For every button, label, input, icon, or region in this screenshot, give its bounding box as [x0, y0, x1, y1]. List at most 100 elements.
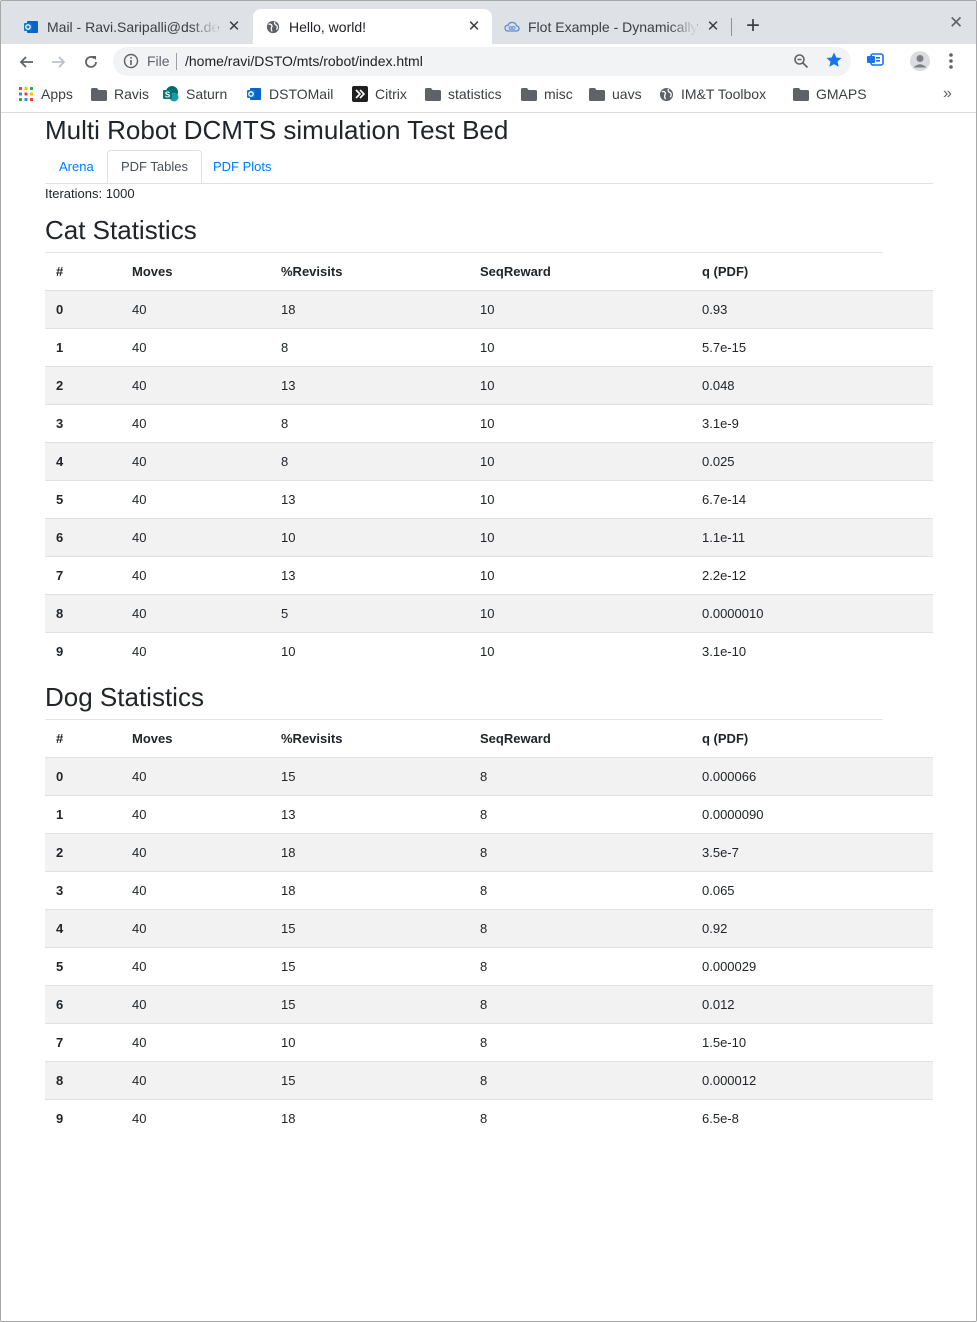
table-row: 3 40 8 10 3.1e-9	[45, 404, 933, 443]
tab-arena[interactable]: Arena	[59, 159, 94, 174]
bookmark-ravis[interactable]: Ravis	[91, 86, 149, 102]
close-icon[interactable]: ✕	[227, 17, 241, 35]
table-cell: 18	[270, 871, 469, 910]
table-row: 8 40 15 8 0.000012	[45, 1061, 933, 1100]
tab-title: Mail - Ravi.Saripalli@dst.de	[47, 18, 220, 35]
table-row: 4 40 8 10 0.025	[45, 442, 933, 481]
outlook-icon	[23, 19, 39, 35]
table-row: 0 40 18 10 0.93	[45, 290, 933, 329]
row-index-cell: 5	[45, 480, 121, 519]
column-header: SeqReward	[469, 720, 691, 758]
row-index-cell: 2	[45, 833, 121, 872]
tab-mail[interactable]: Mail - Ravi.Saripalli@dst.de ✕	[1, 9, 252, 44]
zoom-icon[interactable]	[793, 53, 809, 74]
table-cell: 3.1e-10	[691, 632, 933, 670]
table-cell: 10	[469, 404, 691, 443]
window-close-button[interactable]: ✕	[949, 13, 964, 32]
bookmark-saturn[interactable]: S Saturn	[163, 86, 227, 102]
table-cell: 15	[270, 947, 469, 986]
table-row: 7 40 10 8 1.5e-10	[45, 1023, 933, 1062]
table-cell: 40	[121, 795, 270, 834]
table-row: 0 40 15 8 0.000066	[45, 757, 933, 796]
info-icon[interactable]	[123, 53, 139, 74]
bookmark-label: Saturn	[186, 86, 228, 102]
row-index-cell: 2	[45, 366, 121, 405]
table-cell: 40	[121, 1061, 270, 1100]
table-cell: 18	[270, 833, 469, 872]
tab-pdf-plots[interactable]: PDF Plots	[213, 159, 272, 174]
table-cell: 10	[270, 1023, 469, 1062]
bookmark-apps[interactable]: Apps	[18, 86, 73, 102]
table-cell: 40	[121, 871, 270, 910]
table-cell: 15	[270, 1061, 469, 1100]
bookmark-misc[interactable]: misc	[521, 86, 573, 102]
forward-button[interactable]	[48, 51, 70, 73]
url-text[interactable]: /home/ravi/DSTO/mts/robot/index.html	[185, 53, 423, 69]
row-index-cell: 5	[45, 947, 121, 986]
row-index-cell: 8	[45, 594, 121, 633]
table-cell: 15	[270, 909, 469, 948]
apps-grid-icon	[18, 86, 34, 102]
table-cell: 8	[270, 404, 469, 443]
table-cell: 40	[121, 290, 270, 329]
column-header: Moves	[121, 720, 270, 758]
bookmark-citrix[interactable]: Citrix	[352, 86, 407, 102]
sharepoint-icon: S	[163, 86, 179, 102]
bookmark-statistics[interactable]: statistics	[425, 86, 502, 102]
table-cell: 40	[121, 909, 270, 948]
table-cell: 15	[270, 985, 469, 1024]
close-icon[interactable]: ✕	[467, 17, 481, 35]
table-cell: 10	[270, 632, 469, 670]
table-cell: 0.000029	[691, 947, 933, 986]
citrix-icon	[352, 86, 368, 102]
bookmark-star-icon[interactable]	[825, 51, 843, 74]
table-cell: 0.000066	[691, 757, 933, 796]
bookmark-imt-toolbox[interactable]: IM&T Toolbox	[658, 86, 766, 102]
table-cell: 8	[469, 1023, 691, 1062]
table-cell: 18	[270, 1099, 469, 1137]
table-row: 2 40 13 10 0.048	[45, 366, 933, 405]
profile-avatar-icon[interactable]	[909, 50, 931, 77]
bookmark-gmaps[interactable]: GMAPS	[793, 86, 867, 102]
table-cell: 40	[121, 404, 270, 443]
folder-icon	[589, 86, 605, 102]
address-bar[interactable]: File /home/ravi/DSTO/mts/robot/index.htm…	[113, 47, 851, 76]
close-icon[interactable]: ✕	[706, 17, 720, 35]
table-cell: 8	[469, 909, 691, 948]
table-cell: 13	[270, 480, 469, 519]
table-cell: 40	[121, 947, 270, 986]
table-cell: 0.0000010	[691, 594, 933, 633]
menu-kebab-icon[interactable]	[949, 53, 953, 74]
bookmark-label: uavs	[612, 86, 642, 102]
bookmark-dstomail[interactable]: DSTOMail	[246, 86, 333, 102]
table-cell: 3.5e-7	[691, 833, 933, 872]
table-cell: 40	[121, 328, 270, 367]
row-index-cell: 9	[45, 632, 121, 670]
svg-text:S: S	[165, 91, 171, 100]
folder-icon	[91, 86, 107, 102]
reload-button[interactable]	[80, 51, 102, 73]
table-cell: 13	[270, 366, 469, 405]
bookmark-uavs[interactable]: uavs	[589, 86, 642, 102]
extension-icon[interactable]	[866, 52, 884, 73]
row-index-cell: 6	[45, 985, 121, 1024]
bookmarks-overflow-button[interactable]: »	[943, 85, 952, 102]
table-header-row: # Moves %Revisits SeqReward q (PDF)	[45, 253, 933, 291]
row-index-cell: 4	[45, 442, 121, 481]
new-tab-button[interactable]: +	[745, 12, 760, 39]
tab-hello-world[interactable]: Hello, world! ✕	[253, 9, 492, 44]
table-row: 7 40 13 10 2.2e-12	[45, 556, 933, 595]
tab-flot-example[interactable]: Flot Example - Dynamically ✕	[492, 9, 731, 44]
column-header: %Revisits	[270, 720, 469, 758]
reload-icon	[85, 56, 97, 68]
url-scheme: File	[147, 53, 170, 69]
bookmark-label: IM&T Toolbox	[681, 86, 767, 102]
table-cell: 0.048	[691, 366, 933, 405]
row-index-cell: 0	[45, 757, 121, 796]
tab-pdf-tables[interactable]: PDF Tables	[107, 150, 202, 183]
divider	[45, 719, 883, 720]
table-cell: 1.1e-11	[691, 518, 933, 557]
table-cell: 5.7e-15	[691, 328, 933, 367]
globe-icon	[658, 86, 674, 102]
back-button[interactable]	[15, 51, 37, 73]
